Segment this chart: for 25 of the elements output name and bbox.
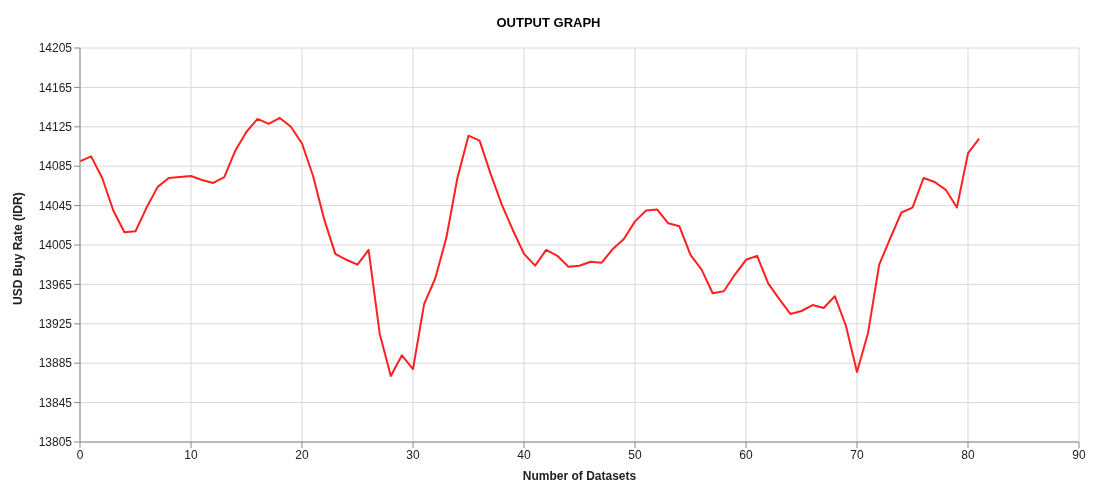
x-tick-label: 20 xyxy=(295,447,309,462)
x-tick-label: 30 xyxy=(406,447,420,462)
x-tick-label: 70 xyxy=(850,447,864,462)
y-tick-label: 13885 xyxy=(38,356,73,371)
x-tick-label: 80 xyxy=(961,447,975,462)
chart-title: OUTPUT GRAPH xyxy=(495,14,602,32)
y-tick-label: 14205 xyxy=(38,41,73,56)
y-axis-title: USD Buy Rate (IDR) xyxy=(11,192,26,305)
y-tick-label: 13805 xyxy=(38,435,73,450)
x-axis-title: Number of Datasets xyxy=(522,469,637,483)
y-tick-label: 14165 xyxy=(38,80,73,95)
y-tick-label: 13845 xyxy=(38,395,73,410)
x-tick-label: 40 xyxy=(517,447,531,462)
y-tick-label: 14005 xyxy=(38,238,73,253)
y-tick-label: 14085 xyxy=(38,159,73,174)
x-tick-label: 10 xyxy=(184,447,198,462)
y-tick-label: 13925 xyxy=(38,317,73,332)
y-tick-label: 13965 xyxy=(38,277,73,292)
y-tick-label: 14045 xyxy=(38,198,73,213)
line-series xyxy=(80,116,981,378)
y-tick-label: 14125 xyxy=(38,120,73,135)
x-tick-label: 90 xyxy=(1072,447,1086,462)
x-tick-label: 0 xyxy=(76,447,84,462)
x-tick-label: 50 xyxy=(628,447,642,462)
x-tick-label: 60 xyxy=(739,447,753,462)
